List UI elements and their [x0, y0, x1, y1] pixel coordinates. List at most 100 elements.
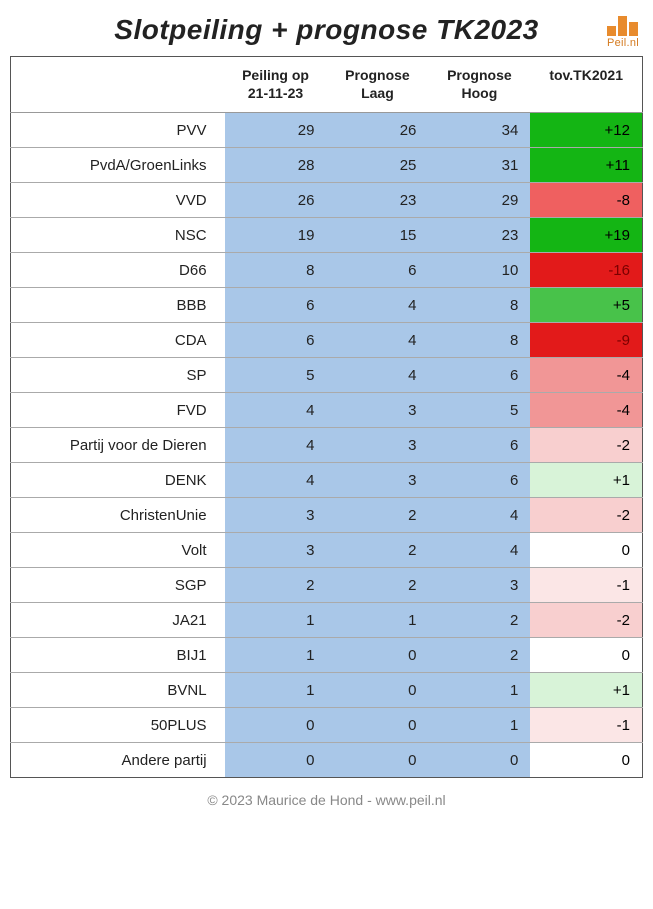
diff-cell: 0: [530, 743, 642, 778]
diff-cell: +12: [530, 113, 642, 148]
diff-cell: -9: [530, 323, 642, 358]
table-row: BVNL101+1: [11, 673, 643, 708]
table-row: ChristenUnie324-2: [11, 498, 643, 533]
page-title: Slotpeiling + prognose TK2023: [114, 14, 538, 46]
laag-cell: 15: [326, 218, 428, 253]
laag-cell: 2: [326, 498, 428, 533]
diff-cell: -4: [530, 393, 642, 428]
table-row: NSC191523+19: [11, 218, 643, 253]
diff-cell: +1: [530, 673, 642, 708]
peiling-cell: 3: [225, 533, 327, 568]
hoog-cell: 6: [428, 463, 530, 498]
hoog-cell: 31: [428, 148, 530, 183]
logo-text: Peil.nl: [607, 37, 639, 49]
party-cell: SGP: [11, 568, 225, 603]
diff-cell: +11: [530, 148, 642, 183]
peil-logo: Peil.nl: [607, 10, 639, 49]
party-cell: BVNL: [11, 673, 225, 708]
col-peiling-l1: Peiling op: [242, 67, 309, 83]
diff-cell: -2: [530, 603, 642, 638]
diff-cell: -1: [530, 568, 642, 603]
party-cell: SP: [11, 358, 225, 393]
party-cell: BBB: [11, 288, 225, 323]
hoog-cell: 1: [428, 673, 530, 708]
hoog-cell: 8: [428, 323, 530, 358]
hoog-cell: 5: [428, 393, 530, 428]
party-cell: VVD: [11, 183, 225, 218]
table-row: BIJ11020: [11, 638, 643, 673]
table-row: FVD435-4: [11, 393, 643, 428]
laag-cell: 3: [326, 393, 428, 428]
peiling-cell: 3: [225, 498, 327, 533]
peiling-cell: 1: [225, 673, 327, 708]
peiling-cell: 8: [225, 253, 327, 288]
table-row: BBB648+5: [11, 288, 643, 323]
table-body: PVV292634+12PvdA/GroenLinks282531+11VVD2…: [11, 113, 643, 778]
laag-cell: 2: [326, 533, 428, 568]
table-row: Volt3240: [11, 533, 643, 568]
col-laag-l1: Prognose: [345, 67, 410, 83]
hoog-cell: 4: [428, 498, 530, 533]
peiling-cell: 28: [225, 148, 327, 183]
diff-cell: -1: [530, 708, 642, 743]
laag-cell: 2: [326, 568, 428, 603]
peiling-cell: 1: [225, 638, 327, 673]
table-row: PvdA/GroenLinks282531+11: [11, 148, 643, 183]
col-diff: tov.TK2021: [530, 57, 642, 113]
col-laag-l2: Laag: [361, 85, 394, 101]
laag-cell: 26: [326, 113, 428, 148]
party-cell: Andere partij: [11, 743, 225, 778]
laag-cell: 1: [326, 603, 428, 638]
table-row: 50PLUS001-1: [11, 708, 643, 743]
header-row: Peiling op 21-11-23 Prognose Laag Progno…: [11, 57, 643, 113]
peiling-cell: 0: [225, 708, 327, 743]
party-cell: D66: [11, 253, 225, 288]
laag-cell: 0: [326, 743, 428, 778]
diff-cell: -4: [530, 358, 642, 393]
diff-cell: +5: [530, 288, 642, 323]
diff-cell: -8: [530, 183, 642, 218]
hoog-cell: 4: [428, 533, 530, 568]
table-row: DENK436+1: [11, 463, 643, 498]
peiling-cell: 5: [225, 358, 327, 393]
diff-cell: +1: [530, 463, 642, 498]
laag-cell: 0: [326, 708, 428, 743]
party-cell: NSC: [11, 218, 225, 253]
hoog-cell: 3: [428, 568, 530, 603]
diff-cell: -16: [530, 253, 642, 288]
peiling-cell: 4: [225, 463, 327, 498]
hoog-cell: 23: [428, 218, 530, 253]
table-row: CDA648-9: [11, 323, 643, 358]
hoog-cell: 6: [428, 428, 530, 463]
laag-cell: 0: [326, 638, 428, 673]
hoog-cell: 2: [428, 603, 530, 638]
diff-cell: -2: [530, 428, 642, 463]
hoog-cell: 8: [428, 288, 530, 323]
footer-text: © 2023 Maurice de Hond - www.peil.nl: [10, 778, 643, 814]
party-cell: 50PLUS: [11, 708, 225, 743]
col-hoog: Prognose Hoog: [428, 57, 530, 113]
table-row: PVV292634+12: [11, 113, 643, 148]
hoog-cell: 2: [428, 638, 530, 673]
party-cell: ChristenUnie: [11, 498, 225, 533]
laag-cell: 0: [326, 673, 428, 708]
party-cell: BIJ1: [11, 638, 225, 673]
logo-bars-icon: [607, 10, 638, 36]
hoog-cell: 10: [428, 253, 530, 288]
hoog-cell: 34: [428, 113, 530, 148]
col-laag: Prognose Laag: [326, 57, 428, 113]
col-hoog-l2: Hoog: [461, 85, 497, 101]
party-cell: DENK: [11, 463, 225, 498]
peiling-cell: 1: [225, 603, 327, 638]
col-party: [11, 57, 225, 113]
peiling-cell: 0: [225, 743, 327, 778]
table-row: VVD262329-8: [11, 183, 643, 218]
laag-cell: 4: [326, 288, 428, 323]
peiling-cell: 19: [225, 218, 327, 253]
table-row: Andere partij0000: [11, 743, 643, 778]
table-row: Partij voor de Dieren436-2: [11, 428, 643, 463]
peiling-cell: 26: [225, 183, 327, 218]
diff-cell: +19: [530, 218, 642, 253]
laag-cell: 23: [326, 183, 428, 218]
peiling-cell: 4: [225, 393, 327, 428]
